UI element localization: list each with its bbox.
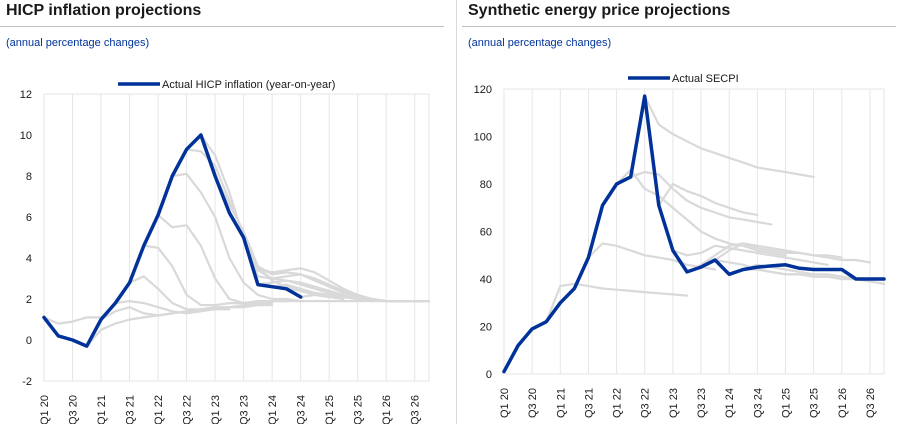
y-tick-label: 10 bbox=[20, 130, 32, 142]
x-tick-label: Q3 24 bbox=[752, 388, 764, 418]
projection-line bbox=[643, 94, 815, 178]
x-tick-label: Q1 25 bbox=[324, 395, 336, 424]
y-tick-label: 40 bbox=[480, 274, 492, 286]
projection-line bbox=[242, 236, 388, 303]
y-tick-label: 120 bbox=[474, 84, 492, 96]
projection-line bbox=[657, 182, 759, 216]
x-tick-label: Q3 25 bbox=[809, 388, 821, 418]
x-tick-label: Q3 24 bbox=[296, 395, 308, 424]
x-tick-label: Q3 22 bbox=[182, 395, 194, 424]
projection-line bbox=[114, 300, 274, 315]
chart-title: HICP inflation projections bbox=[6, 2, 202, 19]
x-tick-label: Q3 23 bbox=[696, 388, 708, 418]
y-tick-label: 12 bbox=[20, 89, 32, 101]
x-tick-label: Q3 26 bbox=[410, 395, 422, 424]
y-tick-label: 80 bbox=[480, 179, 492, 191]
title-rule bbox=[0, 26, 444, 27]
x-tick-label: Q3 20 bbox=[68, 395, 80, 424]
y-tick-label: 4 bbox=[26, 253, 32, 265]
projection-line bbox=[671, 244, 829, 266]
chart-title: Synthetic energy price projections bbox=[468, 2, 731, 19]
projection-line bbox=[615, 168, 787, 257]
projection-line bbox=[728, 268, 886, 285]
y-tick-label: 8 bbox=[26, 171, 32, 183]
secpi-chart: Q1 20 Q3 20 Q1 21 Q3 21 Q1 22 Q3 22 Q1 23 Q3 23… bbox=[474, 73, 886, 418]
y-tick-label: 0 bbox=[26, 335, 32, 347]
actual-series-line bbox=[42, 133, 303, 348]
x-tick-label: Q1 24 bbox=[724, 388, 736, 418]
x-tick-label: Q1 23 bbox=[210, 395, 222, 424]
projection-line bbox=[699, 242, 871, 269]
x-tick-label: Q1 22 bbox=[612, 388, 624, 418]
x-tick-label: Q1 21 bbox=[555, 388, 567, 418]
legend-label: Actual SECPI bbox=[672, 73, 739, 85]
x-tick-label: Q3 23 bbox=[239, 395, 251, 424]
title-rule bbox=[462, 26, 896, 27]
chart-subtitle: (annual percentage changes) bbox=[468, 37, 612, 49]
chart-subtitle: (annual percentage changes) bbox=[6, 37, 150, 49]
legend-label: Actual HICP inflation (year-on-year) bbox=[162, 79, 335, 91]
plot-area bbox=[503, 88, 885, 375]
actual-series-line bbox=[502, 94, 886, 374]
x-tick-label: Q3 22 bbox=[640, 388, 652, 418]
plot-area bbox=[43, 93, 430, 382]
x-tick-label: Q1 23 bbox=[668, 388, 680, 418]
x-tick-label: Q3 21 bbox=[583, 388, 595, 418]
projection-line bbox=[157, 213, 288, 305]
x-tick-label: Q1 24 bbox=[267, 395, 279, 424]
projection-line bbox=[42, 316, 103, 325]
projection-line bbox=[128, 275, 274, 311]
x-tick-label: Q1 26 bbox=[837, 388, 849, 418]
x-tick-label: Q3 20 bbox=[527, 388, 539, 418]
x-tick-label: Q3 21 bbox=[125, 395, 137, 424]
projection-line bbox=[587, 242, 717, 271]
x-tick-label: Q1 26 bbox=[381, 395, 393, 424]
y-tick-label: 100 bbox=[474, 132, 492, 144]
projection-line bbox=[545, 282, 689, 323]
panel-divider bbox=[456, 0, 457, 424]
x-tick-label: Q1 20 bbox=[39, 395, 51, 424]
y-tick-label: 20 bbox=[480, 322, 492, 334]
y-tick-label: -2 bbox=[22, 376, 32, 388]
y-tick-label: 6 bbox=[26, 212, 32, 224]
y-tick-label: 60 bbox=[480, 227, 492, 239]
secpi-panel: Synthetic energy price projections (annu… bbox=[462, 0, 904, 424]
x-tick-label: Q3 26 bbox=[865, 388, 877, 418]
x-tick-label: Q1 22 bbox=[153, 395, 165, 424]
projection-line bbox=[228, 211, 388, 303]
x-tick-label: Q3 25 bbox=[353, 395, 365, 424]
y-tick-label: 0 bbox=[486, 369, 492, 381]
x-tick-label: Q1 20 bbox=[499, 388, 511, 418]
y-tick-label: 2 bbox=[26, 294, 32, 306]
projection-line bbox=[171, 172, 302, 303]
hicp-panel: HICP inflation projections (annual perce… bbox=[0, 2, 444, 424]
hicp-chart: Q1 20 Q3 20 Q1 21 Q3 21 Q1 22 Q3 22 Q1 23 Q3 23… bbox=[20, 79, 431, 424]
x-tick-label: Q1 21 bbox=[96, 395, 108, 424]
x-tick-label: Q1 25 bbox=[780, 388, 792, 418]
